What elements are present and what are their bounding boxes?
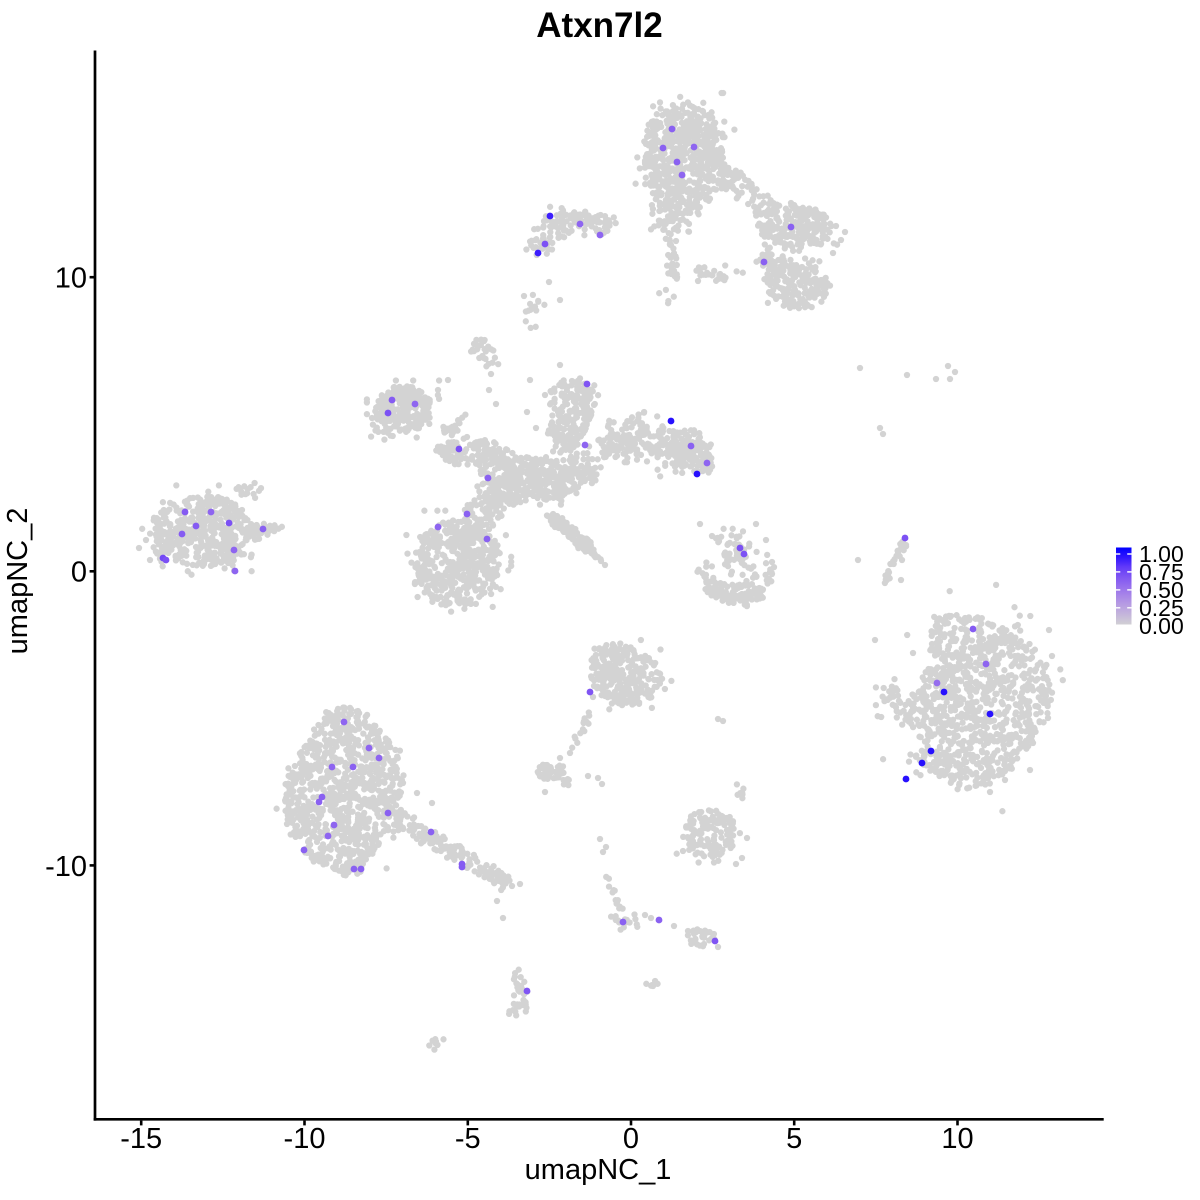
svg-text:umapNC_2: umapNC_2 <box>2 508 34 655</box>
svg-text:-15: -15 <box>120 1123 162 1155</box>
svg-text:0.75: 0.75 <box>1139 559 1184 585</box>
svg-text:0.50: 0.50 <box>1139 577 1184 603</box>
svg-text:0: 0 <box>71 557 87 589</box>
svg-text:umapNC_1: umapNC_1 <box>525 1154 672 1186</box>
svg-text:-10: -10 <box>45 851 87 883</box>
svg-text:-5: -5 <box>455 1123 481 1155</box>
svg-text:-10: -10 <box>284 1123 326 1155</box>
svg-text:10: 10 <box>941 1123 973 1155</box>
svg-text:0.00: 0.00 <box>1139 613 1184 639</box>
svg-text:1.00: 1.00 <box>1139 541 1184 567</box>
svg-text:0.25: 0.25 <box>1139 595 1184 621</box>
svg-text:10: 10 <box>55 263 87 295</box>
svg-text:Atxn7l2: Atxn7l2 <box>536 6 662 45</box>
svg-text:0: 0 <box>623 1123 639 1155</box>
svg-text:5: 5 <box>786 1123 802 1155</box>
